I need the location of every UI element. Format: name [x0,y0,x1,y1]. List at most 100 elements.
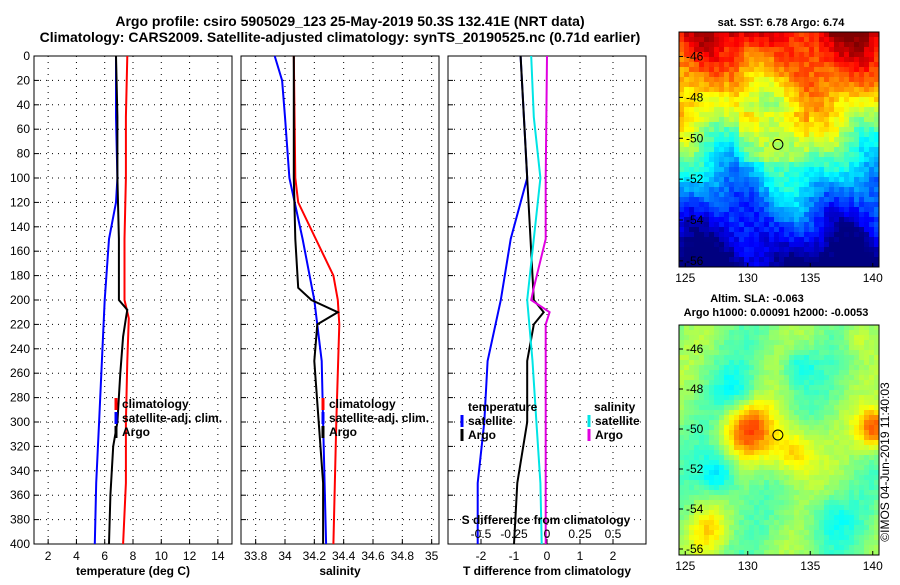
sst-map-cell [769,157,775,163]
sla-map-cell [759,505,765,511]
sst-map-cell [699,137,705,143]
sla-map-cell [759,385,765,391]
sst-map-cell [729,147,735,153]
sst-map-cell [779,222,785,228]
sst-map-cell [714,262,720,268]
sst-map-cell [729,247,735,253]
sla-map-cell [829,410,835,416]
sla-map-cell [784,350,790,356]
sst-map-cell [749,262,755,268]
sst-map-cell [734,212,740,218]
sst-map-cell [684,237,690,243]
sst-map-cell [704,47,710,53]
sst-map-cell [789,227,795,233]
sst-map-cell [784,217,790,223]
sla-map-cell [754,440,760,446]
sst-map-cell [699,82,705,88]
sst-map-cell [789,197,795,203]
sla-map-cell [794,425,800,431]
sst-map-cell [809,67,815,73]
sla-map-cell [874,430,880,436]
sla-map-cell [749,380,755,386]
sla-map-cell [714,440,720,446]
sla-map-cell [834,500,840,506]
sla-map-cell [724,545,730,551]
sst-map-cell [779,132,785,138]
sla-map-cell [779,420,785,426]
sst-map-cell [719,162,725,168]
sst-map-cell [734,72,740,78]
sla-map-cell [749,375,755,381]
sst-map-cell [809,57,815,63]
sla-map-cell [734,420,740,426]
sst-map-cell [829,167,835,173]
sla-map-cell [754,475,760,481]
sst-map-cell [874,82,880,88]
sla-map-cell [779,490,785,496]
sla-map-cell [699,415,705,421]
sla-map-cell [714,465,720,471]
sst-map-cell [824,137,830,143]
sla-map-cell [774,350,780,356]
sst-map-cell [869,262,875,268]
sla-map-cell [869,470,875,476]
sst-map-cell [754,152,760,158]
sst-map-cell [744,202,750,208]
sst-map-cell [839,182,845,188]
sst-map-cell [829,92,835,98]
sla-map-cell [689,490,695,496]
sst-map-cell [844,87,850,93]
sla-map-cell [679,550,685,556]
sla-map-cell [874,455,880,461]
sla-map-cell [784,405,790,411]
sla-map-cell [834,470,840,476]
sst-map-cell [809,92,815,98]
sst-map-cell [754,192,760,198]
sst-map-cell [709,182,715,188]
sst-map-cell [874,237,880,243]
sla-map-cell [724,450,730,456]
sla-map-cell [774,480,780,486]
sla-map-cell [774,330,780,336]
sst-map-xtick-label: 140 [863,271,883,285]
sla-map-cell [679,430,685,436]
sla-map-cell [694,445,700,451]
sla-map-cell [719,340,725,346]
sst-map-cell [814,162,820,168]
sst-map-cell [874,197,880,203]
sla-map-cell [774,345,780,351]
sla-map-cell [764,465,770,471]
sla-map-cell [699,435,705,441]
sla-map-cell [714,370,720,376]
sst-map-cell [684,187,690,193]
sst-map-cell [704,137,710,143]
sst-map-cell [799,182,805,188]
sst-map-cell [819,197,825,203]
sla-map-cell [744,405,750,411]
sst-map-cell [739,52,745,58]
sst-map-cell [709,97,715,103]
sla-map-cell [769,340,775,346]
sla-map-cell [809,420,815,426]
diff-xlabel: T difference from climatology [463,564,631,578]
sla-map-cell [704,410,710,416]
sst-map-cell [799,72,805,78]
sst-map-cell [719,72,725,78]
sst-map-cell [864,202,870,208]
sla-map-cell [809,425,815,431]
sla-map-cell [684,390,690,396]
sla-map-cell [849,375,855,381]
sla-map-cell [804,550,810,556]
sst-map-cell [734,122,740,128]
sla-map-cell [759,365,765,371]
sla-map-cell [699,325,705,331]
sst-map-cell [729,127,735,133]
sst-map-cell [814,97,820,103]
sst-map-cell [809,77,815,83]
sst-map-cell [759,137,765,143]
sst-map-cell [749,137,755,143]
sal-xtick-label: 34 [278,549,292,563]
sst-map-cell [824,112,830,118]
sla-map-cell [694,350,700,356]
sla-map-cell [744,395,750,401]
